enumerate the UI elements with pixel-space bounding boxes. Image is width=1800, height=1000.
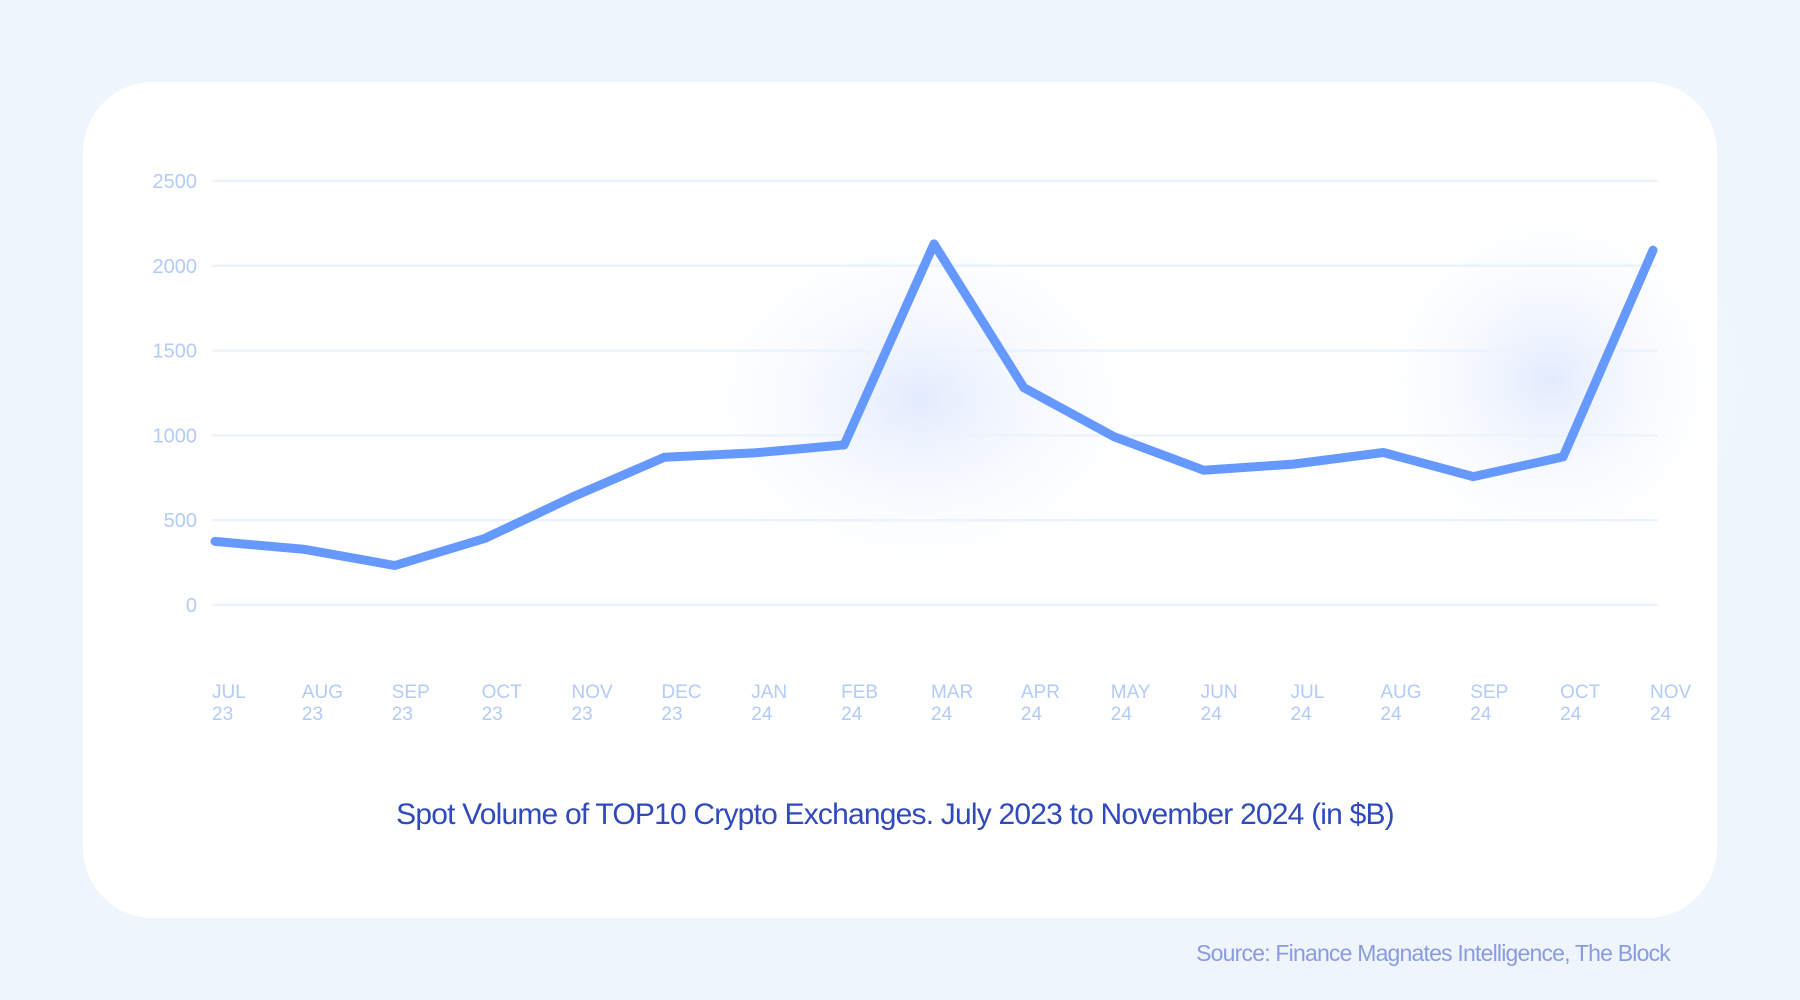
x-tick-label-month: FEB — [841, 682, 878, 703]
glow-decoration — [1350, 180, 1750, 580]
x-tick-label-year: 24 — [1021, 704, 1043, 725]
x-tick-label-year: 23 — [212, 704, 233, 725]
source-note: Source: Finance Magnates Intelligence, T… — [1196, 940, 1671, 966]
x-tick-label-month: AUG — [302, 682, 343, 703]
y-tick-label: 2000 — [153, 256, 198, 278]
x-tick-label-month: MAY — [1111, 682, 1151, 703]
x-tick-label-month: JUL — [212, 682, 246, 703]
chart-title: Spot Volume of TOP10 Crypto Exchanges. J… — [396, 798, 1395, 831]
x-tick-label-year: 24 — [751, 704, 773, 725]
x-tick-label-year: 24 — [1291, 704, 1313, 725]
x-tick-label-month: OCT — [482, 682, 523, 703]
x-tick-label-month: JAN — [751, 682, 787, 703]
x-tick-label-month: JUL — [1291, 682, 1325, 703]
x-tick-label-year: 24 — [1650, 704, 1672, 725]
x-tick-label-year: 24 — [1560, 704, 1582, 725]
y-tick-label: 1500 — [153, 341, 198, 363]
x-tick-label-year: 23 — [482, 704, 503, 725]
x-tick-label-month: AUG — [1380, 682, 1421, 703]
x-tick-label-month: JUN — [1201, 682, 1238, 703]
x-tick-label-month: DEC — [661, 682, 701, 703]
x-tick-label-month: OCT — [1560, 682, 1601, 703]
x-tick-label-year: 24 — [1470, 704, 1492, 725]
x-tick-label-year: 24 — [841, 704, 863, 725]
x-tick-label-year: 23 — [302, 704, 323, 725]
glow-decoration — [660, 200, 1180, 600]
x-tick-label-month: MAR — [931, 682, 973, 703]
x-tick-label-year: 23 — [661, 704, 682, 725]
x-tick-label-month: SEP — [1470, 682, 1508, 703]
x-tick-label-month: NOV — [1650, 682, 1692, 703]
x-tick-label-year: 24 — [1111, 704, 1133, 725]
x-tick-label-year: 23 — [392, 704, 413, 725]
y-tick-label: 1000 — [153, 425, 198, 447]
y-tick-label: 2500 — [153, 171, 198, 193]
x-tick-label-year: 24 — [931, 704, 953, 725]
y-tick-label: 0 — [186, 595, 197, 617]
x-tick-label-year: 24 — [1201, 704, 1223, 725]
x-tick-label-month: NOV — [572, 682, 614, 703]
x-tick-label-month: APR — [1021, 682, 1060, 703]
x-tick-label-year: 23 — [572, 704, 593, 725]
x-tick-label-year: 24 — [1380, 704, 1402, 725]
y-tick-label: 500 — [164, 510, 197, 532]
x-tick-label-month: SEP — [392, 682, 430, 703]
